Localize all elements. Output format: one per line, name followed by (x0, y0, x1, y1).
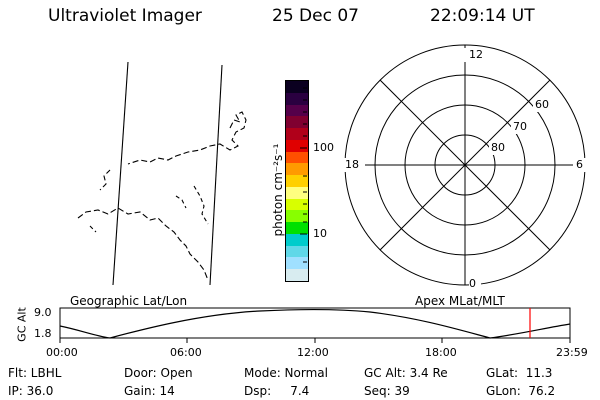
coastline (193, 185, 209, 225)
colorbar-segment (286, 139, 308, 152)
colorbar-segment (286, 198, 308, 211)
status-gain: Gain: 14 (124, 384, 175, 398)
status-mode: Mode: Normal (244, 366, 328, 380)
colorbar-tick-100: 100 (313, 141, 334, 154)
mlt-label-12: 12 (469, 48, 483, 61)
colorbar-segment (286, 233, 308, 246)
status-dsp: Dsp: 7.4 (244, 384, 310, 398)
coastline (77, 207, 209, 281)
date-label: 25 Dec 07 (272, 6, 359, 26)
colorbar-segment (286, 269, 308, 282)
colorbar-segment (286, 222, 308, 234)
meridian-line (112, 61, 129, 286)
x-tick-1800: 18:00 (425, 346, 457, 359)
timeline-y-bottom: 1.8 (34, 327, 52, 340)
x-tick-0600: 06:00 (170, 346, 202, 359)
mlt-label-6: 6 (576, 158, 583, 171)
status-glat: GLat: 11.3 (486, 366, 553, 380)
status-glon: GLon: 76.2 (486, 384, 556, 398)
colorbar-tick-10: 10 (313, 227, 327, 240)
colorbar (285, 80, 309, 282)
mlt-label-18: 18 (345, 158, 359, 171)
colorbar-segment (286, 245, 308, 258)
lat-label-80: 80 (491, 141, 505, 154)
status-door: Door: Open (124, 366, 193, 380)
timeline-y-top: 9.0 (34, 306, 52, 319)
status-filter: Flt: LBHL (8, 366, 62, 380)
colorbar-segment (286, 151, 308, 164)
colorbar-segment (286, 175, 308, 187)
x-tick-0000: 00:00 (46, 346, 78, 359)
colorbar-segment (286, 257, 308, 270)
altitude-curve (59, 309, 571, 339)
colorbar-segment (286, 92, 308, 105)
instrument-title: Ultraviolet Imager (48, 6, 202, 26)
coastline (127, 111, 247, 165)
colorbar-segment (286, 128, 308, 140)
timeline-left-caption: Geographic Lat/Lon (70, 294, 188, 308)
colorbar-segment (286, 210, 308, 223)
colorbar-unit-label: photon cm⁻²s⁻¹ (271, 143, 285, 237)
colorbar-segment (286, 81, 308, 93)
lat-label-70: 70 (513, 120, 527, 133)
x-tick-2359: 23:59 (556, 346, 588, 359)
time-label: 22:09:14 UT (430, 6, 535, 26)
colorbar-segment (286, 116, 308, 129)
meridian-line (209, 64, 223, 286)
coastline (89, 225, 97, 233)
colorbar-segment (286, 163, 308, 176)
status-seq: Seq: 39 (364, 384, 410, 398)
lat-label-60: 60 (535, 98, 549, 111)
mlt-label-0: 0 (469, 277, 476, 290)
colorbar-segment (286, 186, 308, 199)
coastline (99, 169, 111, 191)
status-ip: IP: 36.0 (8, 384, 54, 398)
colorbar-segment (286, 104, 308, 117)
timeline-y-label: GC Alt (15, 307, 29, 342)
timeline-right-caption: Apex MLat/MLT (415, 294, 505, 308)
x-tick-1200: 12:00 (297, 346, 329, 359)
status-gc-alt: GC Alt: 3.4 Re (364, 366, 448, 380)
coastline (175, 195, 187, 209)
